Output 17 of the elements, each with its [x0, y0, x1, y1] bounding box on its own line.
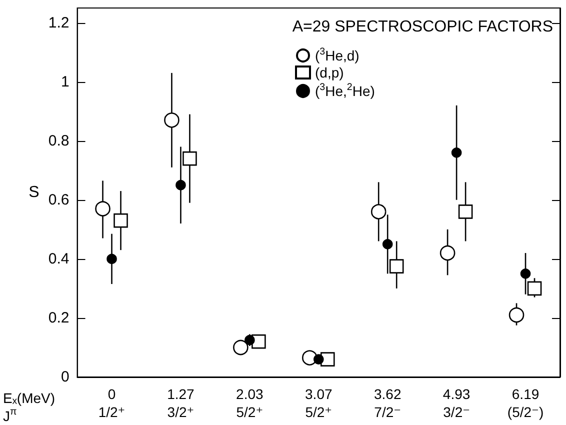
- y-axis-title: S: [28, 184, 40, 201]
- y-tick-label: 0: [60, 368, 70, 386]
- x-tick-label: 0 1/2⁺: [98, 386, 126, 420]
- y-tick-label: 0.6: [48, 191, 70, 208]
- y-tick-label: 0.8: [48, 132, 70, 150]
- y-tick-label: 0.2: [48, 309, 70, 326]
- x-tick-label: 6.19 (5/2⁻): [507, 386, 544, 420]
- legend-label: (d,p): [315, 64, 344, 80]
- y-tick-label: 0.4: [48, 250, 70, 268]
- x-tick-label: 3.62 7/2⁻: [374, 386, 402, 420]
- x-tick-label: 4.93 3/2⁻: [442, 386, 470, 420]
- text: A=29 SPECTROSCOPIC FACTORS: [292, 18, 554, 36]
- x-tick-label: 2.03 5/2⁺: [236, 386, 264, 420]
- y-tick-label: 1: [60, 73, 70, 90]
- x-tick-label: 3.07 5/2⁺: [305, 386, 332, 420]
- y-tick-label: 1.2: [48, 14, 70, 32]
- x-tick-label: 1.27 3/2⁺: [167, 386, 195, 420]
